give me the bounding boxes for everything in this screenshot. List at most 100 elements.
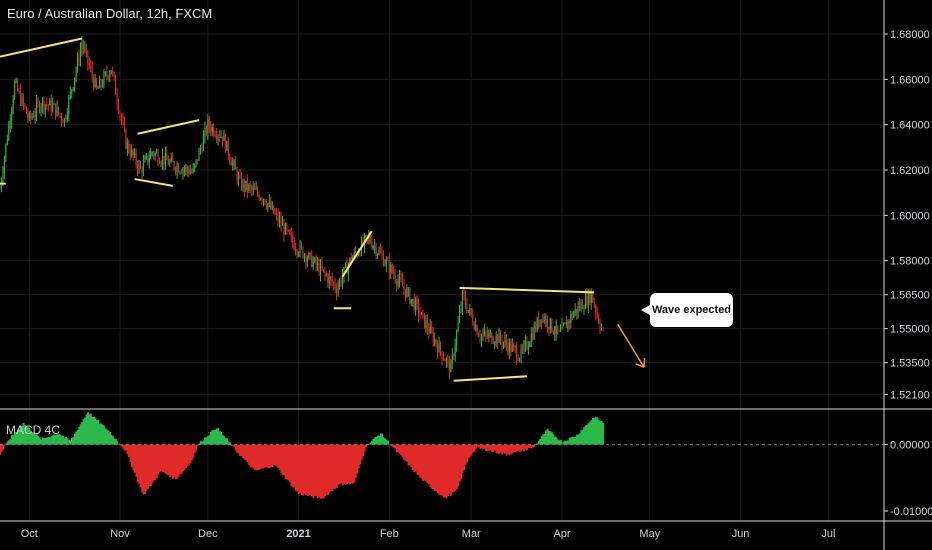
macd-bar [0,444,3,453]
macd-bar [578,433,581,445]
macd-bar [132,444,135,471]
arrow-head [635,363,645,368]
candle-body [262,199,264,201]
macd-bar [278,444,281,470]
candle-body [103,73,105,86]
macd-bar [567,440,569,445]
candle-body [249,185,251,187]
candle-body [30,113,32,118]
macd-bar [492,444,495,453]
macd-bar [558,440,561,445]
candle-body [166,153,168,161]
candle-body [302,247,304,258]
macd-bar [76,430,79,445]
macd-bar [8,440,10,445]
chart-title: Euro / Australian Dollar, 12h, FXCM [7,6,213,21]
macd-bar [479,444,482,449]
macd-bar [270,444,272,468]
macd-bar [316,444,319,499]
macd-bar [192,444,195,458]
candle-body [564,322,566,325]
macd-bar [242,444,245,459]
candle-body [293,242,295,250]
candle-body [66,113,68,120]
candle-body [336,289,338,294]
candle-body [170,157,172,162]
macd-bar [0,444,2,455]
macd-bar [141,444,144,493]
candle-body [589,291,591,303]
candle-body [52,104,54,111]
candle-body [396,280,398,285]
macd-bar [431,444,433,489]
candle-body [28,113,30,118]
candle-body [602,328,604,330]
macd-bar [318,444,321,498]
candle-body [397,280,399,285]
candle-body [456,331,458,346]
candle-body [331,278,333,283]
macd-bar [309,444,312,495]
trendline [0,37,83,58]
candle-body [134,152,136,156]
candle-body [520,349,522,359]
macd-bar [240,444,243,457]
macd-bar [245,444,248,461]
arrow-head [643,358,646,368]
macd-bar [32,433,35,445]
candle-body [27,113,29,118]
macd-bar [417,444,420,476]
macd-bar [126,444,129,455]
macd-bar [272,444,275,465]
macd-bar [335,444,338,488]
macd-axis[interactable]: 0.00000 -0.01000 [884,440,932,518]
macd-bar [561,443,564,445]
macd-bar [256,444,259,471]
candle-body [505,339,507,345]
candle-body [375,246,377,256]
time-axis[interactable]: Oct Nov Dec 2021 Feb Mar Apr May Jun Jul [21,528,836,540]
grid [0,0,884,521]
candle-body [387,260,389,262]
price-axis[interactable]: 1.68000 1.66000 1.64000 1.62000 1.60000 1.580… [884,29,930,401]
candle-body [5,144,7,159]
candle-body [185,167,187,170]
candle-body [521,349,523,351]
candle-body [179,172,181,174]
candle-body [159,162,161,164]
candle-body [264,199,266,204]
candle-body [527,346,529,349]
candle-body [535,326,537,330]
macd-indicator-label[interactable]: MACD 4C [6,423,61,437]
candle-body [418,303,420,315]
macd-bar [158,444,161,473]
macd-bar [171,444,174,479]
macd-bar [185,444,188,469]
candle-body [410,299,412,304]
candle-body [419,314,421,316]
candle-body [298,253,300,255]
candle-body [41,99,43,106]
annotation-text: Wave expected [651,304,732,316]
time-tick-label: 2021 [286,528,310,540]
macd-bar [130,444,133,468]
candle-body [97,88,99,90]
macd-bar [297,444,300,495]
macd-bar [568,437,571,445]
candle-body [299,244,301,254]
macd-bar [106,429,108,445]
candle-body [163,156,165,164]
macd-bar [59,434,62,445]
candle-body [214,134,216,136]
candle-body [502,342,504,346]
macd-bar [70,438,73,445]
candle-body [243,181,245,190]
macd-bar [173,444,176,478]
macd-bar [529,444,531,449]
candle-body [220,136,222,138]
candle-body [592,292,594,303]
candle-body [555,325,557,334]
macd-bar [44,437,47,445]
macd-bar [190,444,193,461]
macd-bar [113,438,116,445]
